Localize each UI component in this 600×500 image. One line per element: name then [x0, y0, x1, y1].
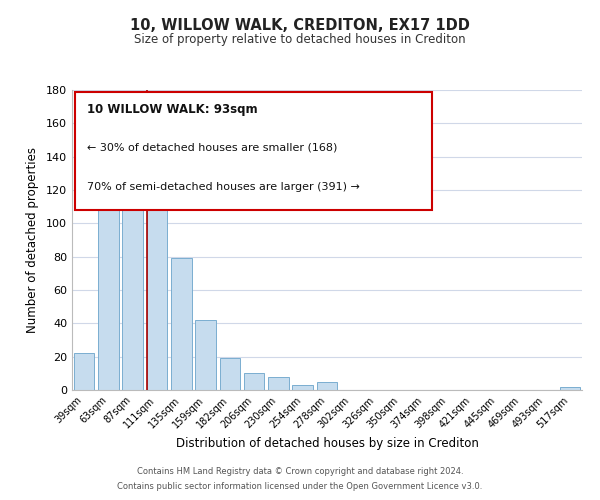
Text: Size of property relative to detached houses in Crediton: Size of property relative to detached ho…: [134, 32, 466, 46]
Text: 10, WILLOW WALK, CREDITON, EX17 1DD: 10, WILLOW WALK, CREDITON, EX17 1DD: [130, 18, 470, 32]
Bar: [220, 358, 240, 390]
Text: Contains public sector information licensed under the Open Government Licence v3: Contains public sector information licen…: [118, 482, 482, 491]
Bar: [146, 188, 167, 390]
Bar: [317, 382, 337, 390]
Bar: [560, 386, 580, 390]
Text: Contains HM Land Registry data © Crown copyright and database right 2024.: Contains HM Land Registry data © Crown c…: [137, 467, 463, 476]
Bar: [74, 354, 94, 390]
Bar: [292, 385, 313, 390]
Bar: [122, 145, 143, 390]
Text: 10 WILLOW WALK: 93sqm: 10 WILLOW WALK: 93sqm: [88, 104, 258, 117]
Bar: [244, 374, 265, 390]
Bar: [171, 258, 191, 390]
Text: ← 30% of detached houses are smaller (168): ← 30% of detached houses are smaller (16…: [88, 142, 338, 152]
Bar: [268, 376, 289, 390]
X-axis label: Distribution of detached houses by size in Crediton: Distribution of detached houses by size …: [176, 436, 478, 450]
Y-axis label: Number of detached properties: Number of detached properties: [26, 147, 39, 333]
Bar: [98, 198, 119, 390]
Text: 70% of semi-detached houses are larger (391) →: 70% of semi-detached houses are larger (…: [88, 182, 360, 192]
Bar: [195, 320, 216, 390]
FancyBboxPatch shape: [74, 92, 431, 210]
